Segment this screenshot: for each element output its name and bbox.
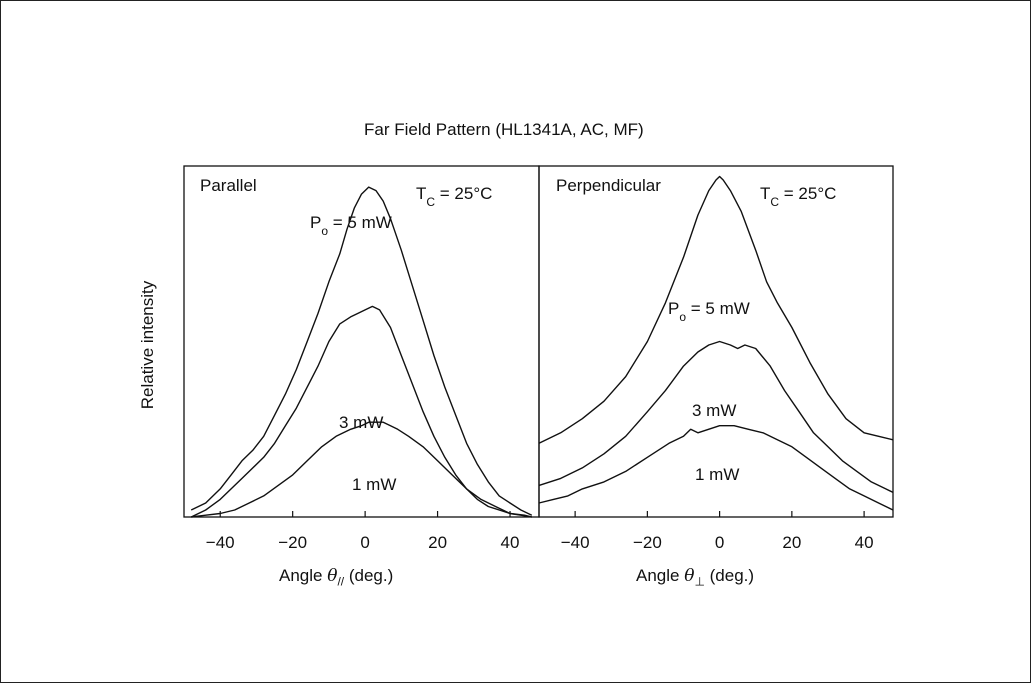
theta-symbol: θ bbox=[327, 566, 338, 586]
x-tick-label: −40 bbox=[561, 533, 590, 552]
series-line-1 bbox=[538, 340, 894, 494]
series-line-1 bbox=[190, 305, 532, 518]
series-line-0 bbox=[538, 175, 894, 444]
figure-title: Far Field Pattern (HL1341A, AC, MF) bbox=[364, 120, 644, 139]
x-axis-label-suffix: (deg.) bbox=[344, 566, 394, 585]
series-label: 3 mW bbox=[339, 413, 383, 432]
series-label: Po = 5 mW bbox=[668, 299, 750, 324]
temperature-label: TC = 25°C bbox=[416, 184, 492, 209]
x-tick-label: −20 bbox=[633, 533, 662, 552]
panel-title: Perpendicular bbox=[556, 176, 661, 195]
x-axis-label-suffix: (deg.) bbox=[704, 566, 755, 585]
theta-subscript: ⊥ bbox=[694, 574, 705, 589]
theta-subscript: // bbox=[337, 574, 345, 589]
x-tick-label: 20 bbox=[428, 533, 447, 552]
x-axis-label-perpendicular: Angle θ⊥ (deg.) bbox=[636, 566, 754, 588]
series-label: 1 mW bbox=[352, 475, 396, 494]
panel-frame-1 bbox=[538, 165, 894, 518]
series-line-2 bbox=[191, 421, 532, 518]
series-label: 1 mW bbox=[695, 465, 739, 484]
series-line-2 bbox=[538, 425, 894, 511]
x-tick-label: −40 bbox=[206, 533, 235, 552]
theta-symbol: θ bbox=[684, 566, 695, 586]
x-tick-label: 40 bbox=[855, 533, 874, 552]
panel-title: Parallel bbox=[200, 176, 257, 195]
x-axis-label-prefix: Angle bbox=[636, 566, 685, 585]
temperature-label: TC = 25°C bbox=[760, 184, 836, 209]
x-axis-label-parallel: Angle θ// (deg.) bbox=[279, 566, 393, 588]
x-tick-label: 40 bbox=[501, 533, 520, 552]
series-label: 3 mW bbox=[692, 401, 736, 420]
x-tick-label: −20 bbox=[278, 533, 307, 552]
x-axis-label-prefix: Angle bbox=[279, 566, 328, 585]
x-tick-label: 0 bbox=[715, 533, 724, 552]
series-label: Po = 5 mW bbox=[310, 213, 392, 238]
x-tick-label: 0 bbox=[360, 533, 369, 552]
series-line-0 bbox=[190, 186, 533, 516]
x-tick-label: 20 bbox=[782, 533, 801, 552]
